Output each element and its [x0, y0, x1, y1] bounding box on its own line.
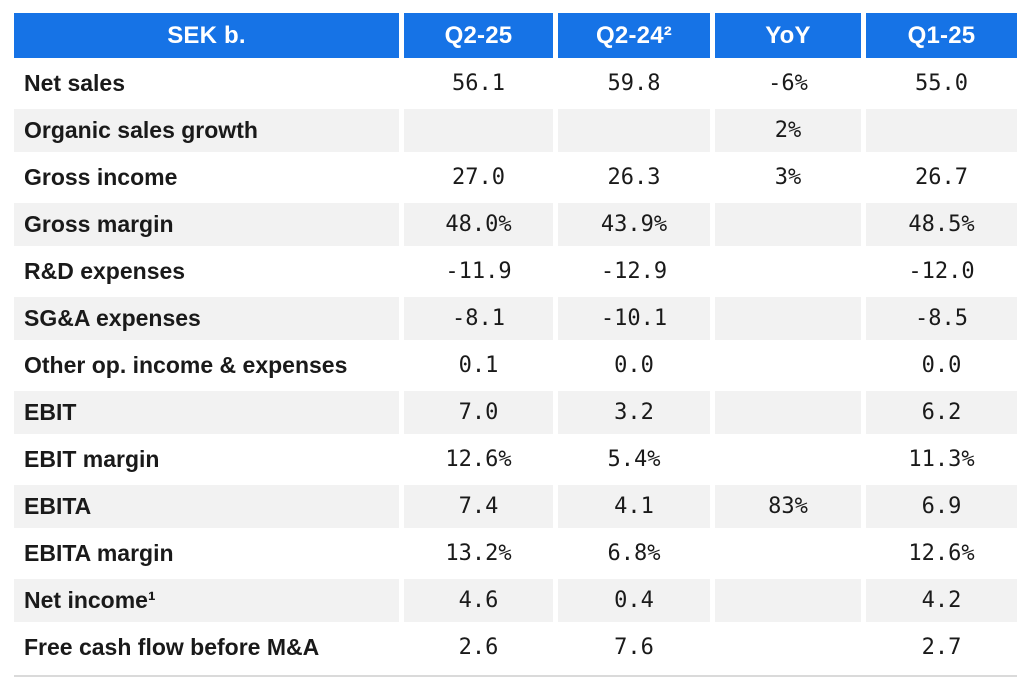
cell-yoy	[715, 391, 866, 438]
table-row: EBIT 7.0 3.2 6.2	[14, 391, 1017, 438]
cell-yoy	[715, 250, 866, 297]
cell-q2-25: 56.1	[404, 62, 558, 109]
cell-q2-25: 27.0	[404, 156, 558, 203]
cell-q1-25: 4.2	[866, 579, 1017, 626]
cell-q2-25: -11.9	[404, 250, 558, 297]
cell-yoy	[715, 297, 866, 344]
cell-q2-24: -10.1	[558, 297, 715, 344]
row-label: Net sales	[14, 62, 404, 109]
row-label: Gross income	[14, 156, 404, 203]
cell-yoy	[715, 344, 866, 391]
cell-q2-25: 48.0%	[404, 203, 558, 250]
cell-q2-24: 0.4	[558, 579, 715, 626]
cell-yoy	[715, 203, 866, 250]
table-body: Net sales 56.1 59.8 -6% 55.0 Organic sal…	[14, 62, 1017, 673]
table-row: Other op. income & expenses 0.1 0.0 0.0	[14, 344, 1017, 391]
table-row: Organic sales growth 2%	[14, 109, 1017, 156]
row-label: SG&A expenses	[14, 297, 404, 344]
row-label: EBIT	[14, 391, 404, 438]
cell-yoy: 2%	[715, 109, 866, 156]
table-row: Net sales 56.1 59.8 -6% 55.0	[14, 62, 1017, 109]
cell-q2-25: 12.6%	[404, 438, 558, 485]
cell-q2-24: 6.8%	[558, 532, 715, 579]
cell-q2-24: 43.9%	[558, 203, 715, 250]
table-row: Net income¹ 4.6 0.4 4.2	[14, 579, 1017, 626]
cell-q2-25: -8.1	[404, 297, 558, 344]
row-label: Organic sales growth	[14, 109, 404, 156]
cell-q2-24: 7.6	[558, 626, 715, 673]
table-row: EBITA 7.4 4.1 83% 6.9	[14, 485, 1017, 532]
row-label: Gross margin	[14, 203, 404, 250]
header-cell-q2-24: Q2-24²	[558, 13, 715, 62]
cell-q2-25: 4.6	[404, 579, 558, 626]
cell-q1-25: 6.2	[866, 391, 1017, 438]
table-row: Free cash flow before M&A 2.6 7.6 2.7	[14, 626, 1017, 673]
table-row: R&D expenses -11.9 -12.9 -12.0	[14, 250, 1017, 297]
row-label: EBIT margin	[14, 438, 404, 485]
cell-q1-25: 2.7	[866, 626, 1017, 673]
row-label: EBITA	[14, 485, 404, 532]
table-row: Gross margin 48.0% 43.9% 48.5%	[14, 203, 1017, 250]
cell-yoy: 83%	[715, 485, 866, 532]
cell-q1-25: 6.9	[866, 485, 1017, 532]
cell-q2-24	[558, 109, 715, 156]
cell-q2-24: -12.9	[558, 250, 715, 297]
cell-q1-25: 11.3%	[866, 438, 1017, 485]
cell-yoy	[715, 532, 866, 579]
cell-q1-25	[866, 109, 1017, 156]
cell-q1-25: 26.7	[866, 156, 1017, 203]
table-row: Gross income 27.0 26.3 3% 26.7	[14, 156, 1017, 203]
cell-q1-25: -12.0	[866, 250, 1017, 297]
row-label: Net income¹	[14, 579, 404, 626]
cell-q2-24: 3.2	[558, 391, 715, 438]
table-row: SG&A expenses -8.1 -10.1 -8.5	[14, 297, 1017, 344]
cell-q1-25: 48.5%	[866, 203, 1017, 250]
table-row: EBITA margin 13.2% 6.8% 12.6%	[14, 532, 1017, 579]
table-row: EBIT margin 12.6% 5.4% 11.3%	[14, 438, 1017, 485]
financial-results-table-wrap: SEK b. Q2-25 Q2-24² YoY Q1-25 Net sales …	[14, 13, 1017, 677]
cell-q2-25	[404, 109, 558, 156]
cell-q2-25: 7.4	[404, 485, 558, 532]
cell-q2-24: 4.1	[558, 485, 715, 532]
cell-yoy	[715, 579, 866, 626]
financial-results-table: SEK b. Q2-25 Q2-24² YoY Q1-25 Net sales …	[14, 13, 1017, 673]
header-cell-sek-b: SEK b.	[14, 13, 404, 62]
table-header: SEK b. Q2-25 Q2-24² YoY Q1-25	[14, 13, 1017, 62]
header-row: SEK b. Q2-25 Q2-24² YoY Q1-25	[14, 13, 1017, 62]
cell-q1-25: 12.6%	[866, 532, 1017, 579]
cell-q1-25: 0.0	[866, 344, 1017, 391]
cell-q2-25: 7.0	[404, 391, 558, 438]
cell-q1-25: -8.5	[866, 297, 1017, 344]
cell-q2-24: 5.4%	[558, 438, 715, 485]
row-label: R&D expenses	[14, 250, 404, 297]
cell-q1-25: 55.0	[866, 62, 1017, 109]
cell-q2-24: 26.3	[558, 156, 715, 203]
cell-q2-24: 0.0	[558, 344, 715, 391]
header-cell-q2-25: Q2-25	[404, 13, 558, 62]
header-cell-q1-25: Q1-25	[866, 13, 1017, 62]
row-label: EBITA margin	[14, 532, 404, 579]
cell-yoy	[715, 438, 866, 485]
cell-yoy: 3%	[715, 156, 866, 203]
header-cell-yoy: YoY	[715, 13, 866, 62]
cell-q2-24: 59.8	[558, 62, 715, 109]
row-label: Free cash flow before M&A	[14, 626, 404, 673]
cell-q2-25: 2.6	[404, 626, 558, 673]
cell-yoy	[715, 626, 866, 673]
cell-q2-25: 0.1	[404, 344, 558, 391]
cell-yoy: -6%	[715, 62, 866, 109]
row-label: Other op. income & expenses	[14, 344, 404, 391]
cell-q2-25: 13.2%	[404, 532, 558, 579]
